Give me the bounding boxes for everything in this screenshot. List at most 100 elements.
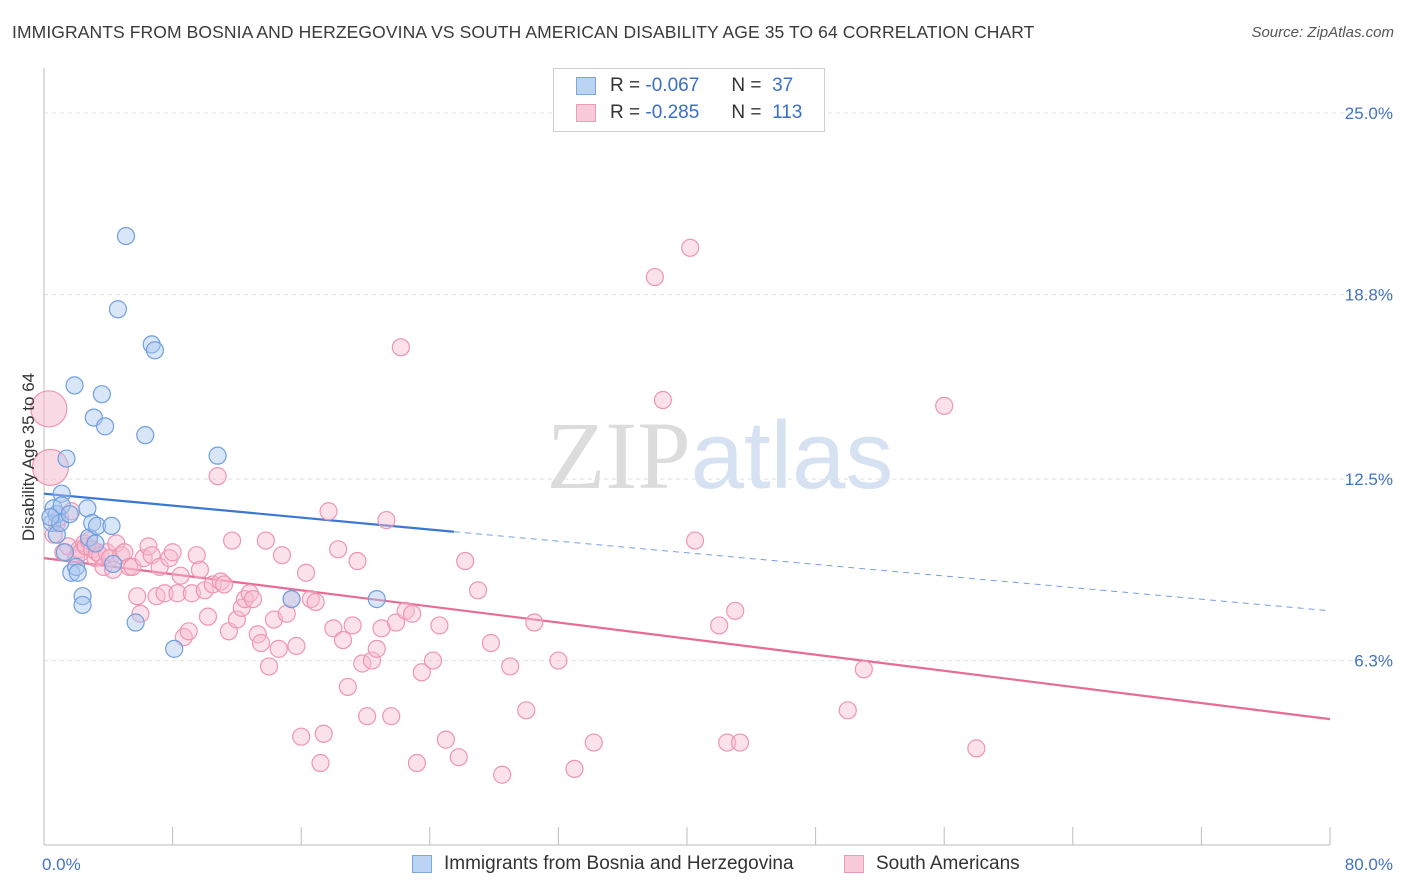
point-south-americans (227, 610, 246, 629)
bottom-legend-label-bosnia: Immigrants from Bosnia and Herzegovina (444, 853, 794, 874)
point-south-americans (131, 604, 150, 623)
watermark-zip: ZIP (547, 402, 691, 509)
source-label: Source: ZipAtlas.com (1251, 24, 1394, 41)
point-south-americans (501, 657, 520, 676)
point-south-americans (277, 604, 296, 623)
point-south-americans (525, 613, 544, 632)
y-tick-label: 25.0% (1345, 104, 1393, 123)
point-bosnia (208, 446, 227, 465)
point-south-americans (517, 701, 536, 720)
x-tick-labels: 0.0% 80.0% (42, 855, 1393, 874)
x-tick-label: 0.0% (42, 855, 81, 874)
point-south-americans (214, 575, 234, 594)
bottom-legend-swatch-bosnia (412, 855, 432, 873)
point-south-americans (338, 677, 357, 697)
point-south-americans (311, 753, 330, 773)
point-south-americans (362, 651, 382, 670)
point-south-americans (208, 467, 227, 486)
stats-legend: R = -0.067 N = 37 R = -0.285 N = 113 (553, 68, 825, 132)
point-south-americans (367, 639, 386, 658)
point-south-americans (319, 502, 338, 521)
point-south-americans (935, 396, 954, 415)
point-bosnia (87, 516, 107, 536)
point-south-americans (324, 619, 343, 638)
point-south-americans (565, 759, 584, 778)
point-south-americans (382, 707, 401, 726)
point-south-americans (436, 730, 455, 749)
point-bosnia (102, 516, 121, 536)
point-south-americans (168, 584, 187, 603)
point-south-americans (685, 531, 705, 550)
point-south-americans (726, 601, 745, 620)
point-south-americans (407, 753, 427, 773)
point-south-americans (403, 604, 422, 623)
bottom-legend-swatch-south-americans (844, 855, 864, 873)
point-south-americans (211, 572, 230, 591)
point-south-americans (292, 727, 311, 746)
point-south-americans (198, 607, 218, 626)
point-south-americans (163, 543, 182, 562)
point-south-americans (243, 589, 263, 609)
y-tick-label: 6.3% (1354, 652, 1393, 671)
trend-line-dashed (453, 531, 1331, 612)
point-south-americans (481, 633, 500, 653)
point-bosnia (142, 335, 161, 354)
legend-row-south-americans: R = -0.285 N = 113 (576, 101, 802, 125)
point-south-americans (645, 267, 664, 287)
point-bosnia (83, 513, 102, 533)
point-bosnia (136, 426, 155, 445)
point-bosnia (145, 341, 165, 360)
point-south-americans (584, 733, 603, 752)
trend-line-solid (43, 492, 455, 533)
point-south-americans (838, 701, 857, 720)
point-south-americans (190, 560, 210, 579)
trend-line-south-americans (43, 557, 1331, 721)
point-bosnia (95, 417, 115, 436)
legend-n-value: 37 (772, 75, 794, 96)
point-south-americans (296, 563, 316, 582)
point-south-americans (259, 657, 279, 676)
point-south-americans (160, 549, 179, 568)
point-south-americans (348, 551, 367, 571)
point-south-americans (314, 724, 333, 743)
point-south-americans (718, 733, 737, 752)
point-south-americans (681, 238, 700, 257)
point-south-americans (412, 663, 431, 682)
point-bosnia (116, 226, 136, 246)
legend-n-value: 113 (772, 102, 803, 123)
point-south-americans (240, 584, 259, 603)
point-south-americans (174, 628, 193, 647)
point-south-americans (256, 531, 275, 550)
point-south-americans (329, 540, 348, 559)
legend-row-bosnia: R = -0.067 N = 37 (576, 74, 793, 98)
point-bosnia (62, 563, 81, 582)
point-bosnia (47, 525, 66, 544)
point-south-americans (179, 622, 198, 641)
point-south-americans (549, 651, 568, 670)
point-south-americans (854, 660, 873, 679)
watermark-atlas: atlas (691, 402, 894, 509)
point-bosnia (55, 543, 74, 562)
point-south-americans (449, 748, 468, 767)
y-tick-label: 12.5% (1345, 470, 1393, 489)
point-south-americans (269, 639, 288, 658)
chart-title: IMMIGRANTS FROM BOSNIA AND HERZEGOVINA V… (12, 22, 1035, 42)
point-south-americans (222, 531, 242, 550)
point-bosnia (73, 595, 92, 615)
point-south-americans (423, 651, 443, 670)
point-bosnia (41, 508, 60, 527)
point-south-americans (730, 733, 750, 752)
point-south-americans (386, 613, 406, 632)
point-bosnia (92, 385, 111, 404)
point-bosnia (165, 639, 184, 658)
point-south-americans (155, 584, 174, 603)
watermark: ZIPatlas (547, 402, 894, 509)
legend-r-value: -0.285 (645, 102, 700, 123)
point-south-americans (30, 390, 68, 428)
point-south-americans (430, 616, 449, 635)
bottom-legend-bosnia: Immigrants from Bosnia and Herzegovina (412, 850, 794, 878)
point-south-americans (343, 616, 362, 635)
point-south-americans (391, 338, 410, 357)
legend-n-label: N = (731, 102, 762, 123)
